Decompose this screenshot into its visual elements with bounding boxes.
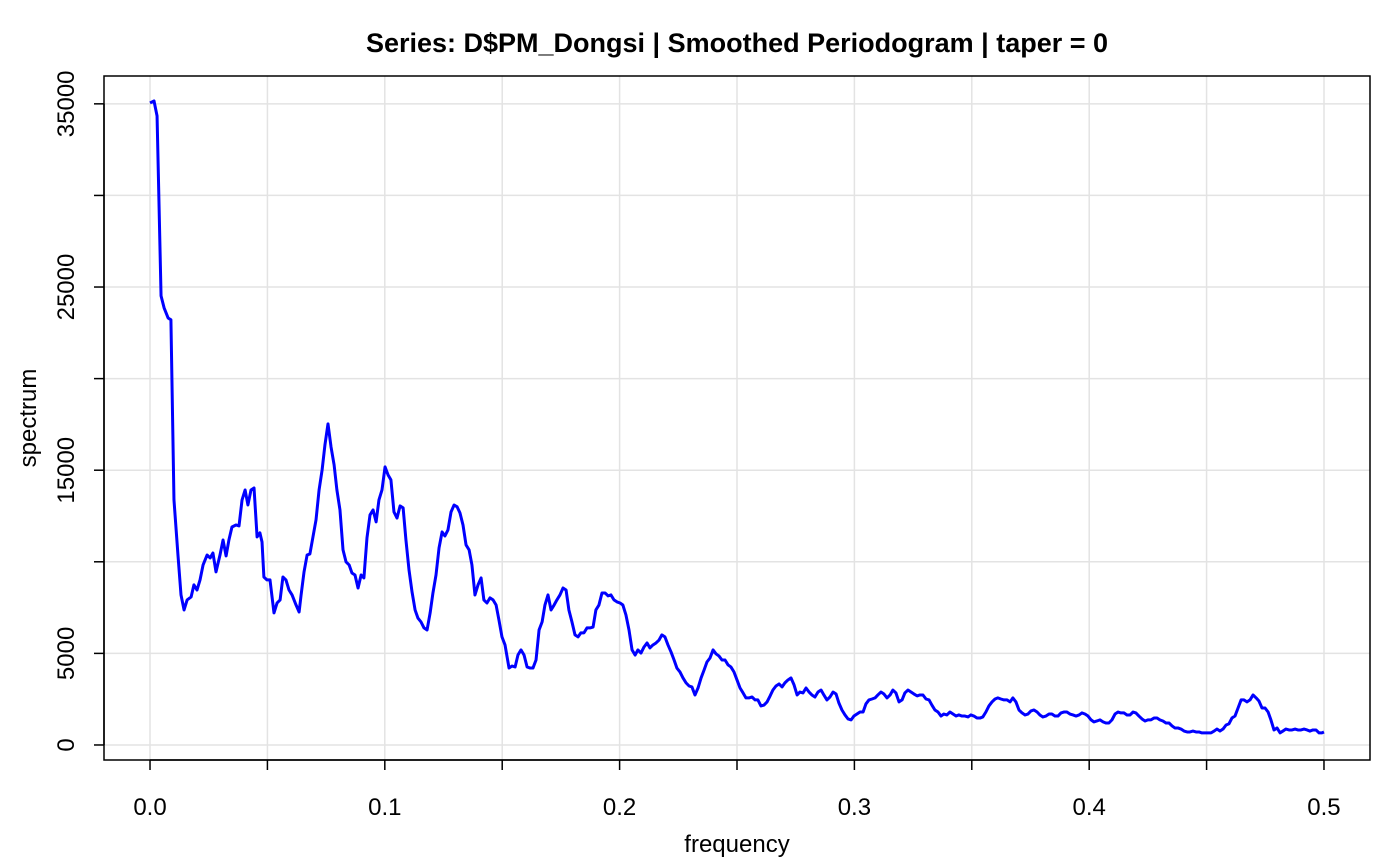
x-tick-label: 0.3 (838, 794, 871, 821)
y-tick-label: 15000 (53, 437, 80, 504)
x-tick-label: 0.4 (1073, 794, 1106, 821)
y-axis-label: spectrum (15, 369, 42, 468)
x-tick-label: 0.5 (1307, 794, 1340, 821)
x-tick-label: 0.2 (603, 794, 636, 821)
x-axis-label: frequency (684, 831, 789, 858)
y-tick-label: 25000 (53, 254, 80, 321)
chart-title: Series: D$PM_Dongsi | Smoothed Periodogr… (366, 28, 1108, 58)
y-tick-label: 35000 (53, 70, 80, 137)
spectrum-line (149, 99, 1325, 735)
y-tick-label: 0 (53, 738, 80, 751)
x-tick-label: 0.0 (133, 794, 166, 821)
y-tick-label: 5000 (53, 627, 80, 680)
x-tick-label: 0.1 (368, 794, 401, 821)
